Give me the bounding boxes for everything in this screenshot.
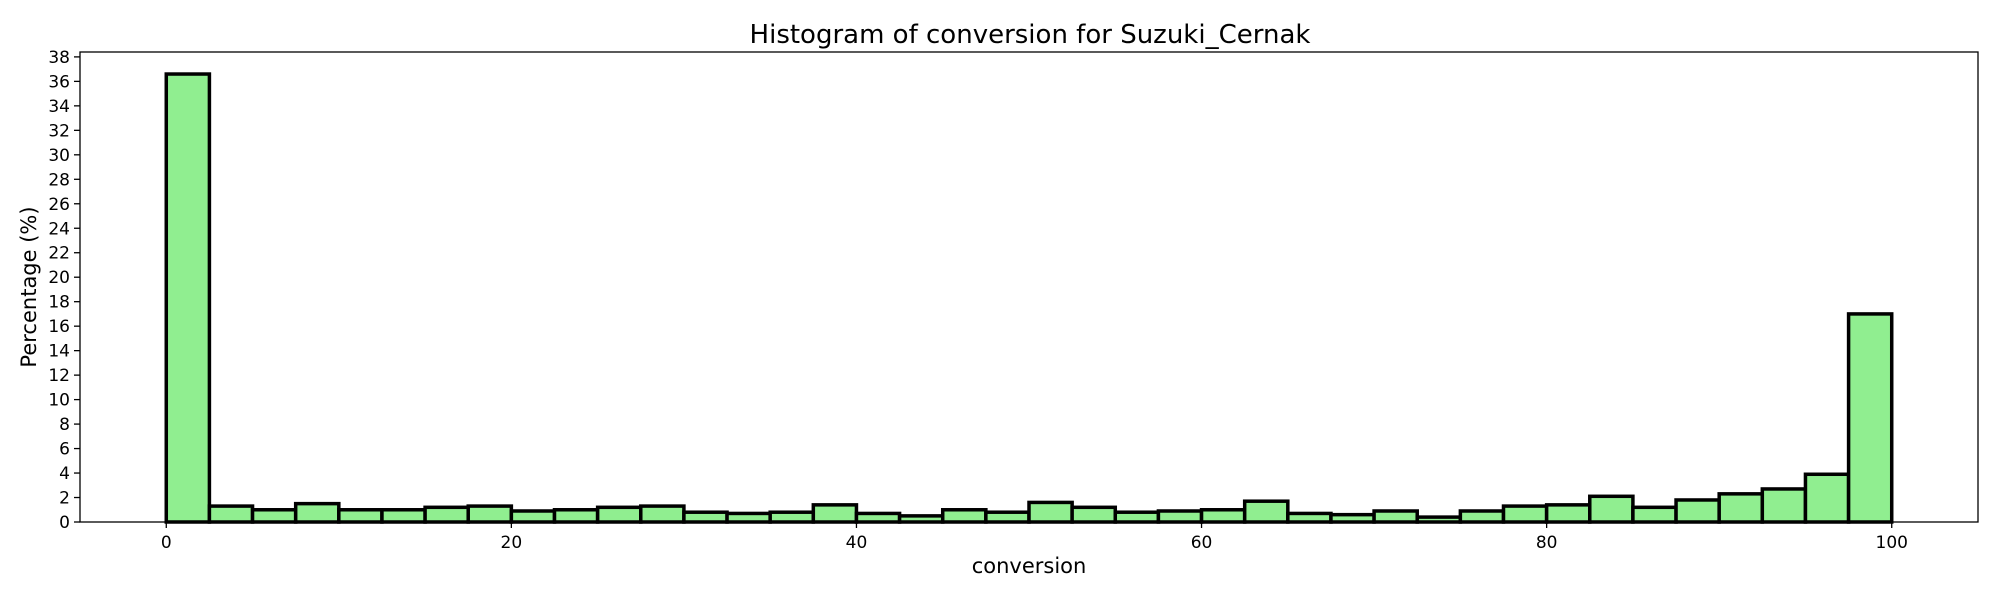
histogram-bar xyxy=(552,508,600,524)
x-axis-label: conversion xyxy=(972,554,1087,578)
y-tick-label: 38 xyxy=(48,48,70,68)
histogram-bar xyxy=(1803,472,1851,524)
histogram-bar xyxy=(1717,492,1765,524)
histogram-bar xyxy=(1501,504,1549,524)
y-tick-label: 32 xyxy=(48,121,70,141)
histogram-bar xyxy=(595,505,643,524)
x-tick-label: 40 xyxy=(846,533,868,553)
bars-group xyxy=(164,72,1894,524)
y-tick-label: 16 xyxy=(48,317,70,337)
y-tick-label: 12 xyxy=(48,366,70,386)
histogram-bar xyxy=(509,509,557,524)
histogram-bar xyxy=(768,510,816,524)
histogram-bar xyxy=(1070,505,1118,524)
y-tick-label: 4 xyxy=(59,464,70,484)
y-tick-label: 22 xyxy=(48,244,70,264)
histogram-bar xyxy=(337,508,384,524)
y-tick-label: 20 xyxy=(48,268,70,288)
histogram-bar xyxy=(1846,312,1894,524)
plot-frame xyxy=(79,51,1979,523)
histogram-bar xyxy=(897,514,945,524)
y-tick-label: 0 xyxy=(59,513,70,533)
histogram-bar xyxy=(1544,503,1592,524)
histogram-bar xyxy=(1760,487,1808,524)
histogram-bar xyxy=(423,505,470,524)
histogram-bar xyxy=(1372,509,1419,524)
chart-title: Histogram of conversion for Suzuki_Cerna… xyxy=(750,20,1311,50)
histogram-bar xyxy=(1113,510,1161,524)
histogram-bar xyxy=(854,511,902,524)
histogram-bar xyxy=(164,72,212,524)
x-tick-label: 20 xyxy=(501,533,523,553)
histogram-bar xyxy=(984,510,1031,524)
y-tick-label: 8 xyxy=(59,415,70,435)
x-tick-label: 100 xyxy=(1876,533,1908,553)
histogram-bar xyxy=(811,503,859,524)
histogram-bar xyxy=(1329,512,1376,524)
y-tick-label: 6 xyxy=(59,440,70,460)
x-axis-ticks: 0 20 40 60 80 100 xyxy=(161,522,1908,553)
histogram-bar xyxy=(380,508,427,524)
y-tick-label: 30 xyxy=(48,146,70,166)
y-tick-label: 28 xyxy=(48,170,70,190)
histogram-bar xyxy=(1242,499,1290,524)
histogram-bar xyxy=(250,508,298,524)
y-tick-label: 2 xyxy=(59,489,70,509)
y-axis-label: Percentage (%) xyxy=(17,206,41,367)
histogram-bar xyxy=(207,504,255,524)
histogram-bar xyxy=(1199,508,1247,524)
histogram-bar xyxy=(1156,509,1204,524)
histogram-bar xyxy=(1286,511,1333,524)
y-tick-label: 24 xyxy=(48,219,70,239)
x-tick-label: 0 xyxy=(161,533,172,553)
histogram-bar xyxy=(1674,498,1721,524)
x-tick-label: 80 xyxy=(1536,533,1558,553)
histogram-bar xyxy=(682,510,729,524)
histogram-bar xyxy=(1458,509,1506,524)
histogram-bar xyxy=(639,504,686,524)
histogram-bar xyxy=(940,508,988,524)
y-tick-label: 10 xyxy=(48,391,70,411)
y-tick-label: 26 xyxy=(48,195,70,215)
histogram-bar xyxy=(1631,505,1678,524)
histogram-bar xyxy=(293,501,341,524)
y-tick-label: 18 xyxy=(48,293,70,313)
y-tick-label: 36 xyxy=(48,72,70,92)
x-tick-label: 60 xyxy=(1191,533,1213,553)
y-tick-label: 14 xyxy=(48,342,70,362)
histogram-bar xyxy=(1027,500,1074,524)
histogram-bar xyxy=(1588,494,1635,524)
y-tick-label: 34 xyxy=(48,97,70,117)
histogram-bar xyxy=(466,504,514,524)
histogram-bar xyxy=(1415,515,1463,524)
histogram-bar xyxy=(725,511,772,524)
